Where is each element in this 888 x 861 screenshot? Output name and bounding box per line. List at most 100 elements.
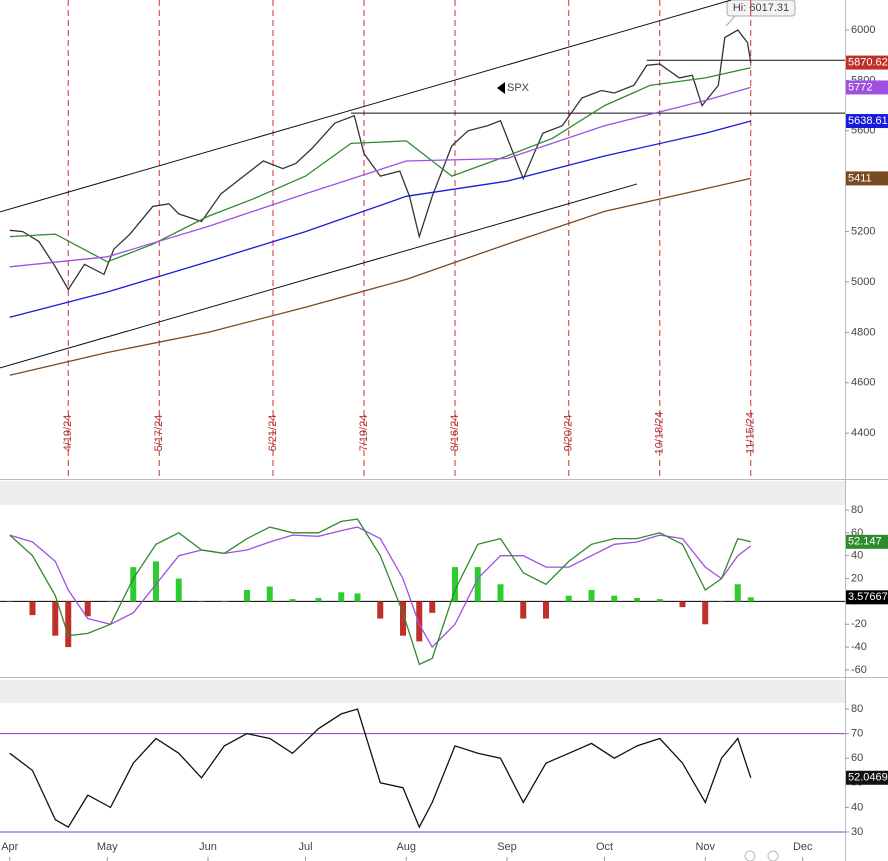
histogram-bar (315, 597, 322, 602)
value-badge (846, 80, 888, 95)
value-badge (846, 55, 888, 70)
histogram-bar (747, 597, 754, 602)
histogram-bar (679, 601, 686, 608)
event-label: 7/19/24 (358, 415, 370, 452)
symbol-label: SPX (507, 82, 530, 94)
histogram-bar (429, 601, 436, 613)
y-tick-label: 20 (851, 572, 863, 584)
histogram-bar (377, 601, 384, 619)
histogram-bar (702, 601, 709, 625)
value-badge (846, 114, 888, 129)
high-label: Hi: 6017.31 (733, 2, 789, 14)
y-tick-label: 60 (851, 752, 863, 764)
histogram-bar (289, 599, 296, 602)
series-line (9, 177, 751, 376)
series-line (9, 120, 751, 318)
x-tick-label: Sep (497, 841, 517, 853)
x-tick-label: Jul (298, 841, 312, 853)
series-line (9, 29, 752, 291)
y-tick-label: 4400 (851, 427, 875, 439)
value-badge-label: 3.57667 (848, 591, 888, 603)
y-tick-label: 4800 (851, 326, 875, 338)
value-badge-label: 5411 (848, 172, 872, 184)
histogram-bar (266, 586, 273, 602)
histogram-bar (634, 597, 640, 602)
series-line (9, 518, 751, 666)
x-tick-label: May (97, 841, 118, 853)
histogram-bar (198, 601, 205, 602)
histogram-bar (338, 592, 345, 602)
histogram-bar (588, 589, 595, 602)
x-tick-label: Nov (695, 841, 715, 853)
value-badge (846, 770, 888, 785)
y-tick-label: 40 (851, 550, 863, 562)
histogram-bar (354, 593, 361, 602)
histogram-bar (52, 601, 59, 636)
histogram-bar (175, 578, 182, 602)
histogram-bar (656, 599, 663, 602)
y-tick-label: 40 (851, 801, 863, 813)
event-label: 6/21/24 (267, 415, 279, 452)
value-badge-label: 5638.61 (848, 115, 888, 127)
x-tick-label: Dec (793, 841, 813, 853)
event-label: 10/18/24 (654, 412, 666, 455)
value-badge (846, 590, 888, 605)
high-callout-pointer (725, 15, 736, 27)
tool-icon[interactable] (767, 850, 779, 861)
event-label: 9/20/24 (563, 415, 575, 452)
y-tick-label: 70 (851, 728, 863, 740)
y-tick-label: -20 (851, 618, 867, 630)
event-label: 4/19/24 (62, 415, 74, 452)
event-label: 8/16/24 (449, 415, 461, 452)
y-tick-label: 5200 (851, 225, 875, 237)
y-tick-label: 6000 (851, 24, 875, 36)
histogram-bar (474, 567, 481, 602)
event-label: 11/15/24 (745, 412, 757, 454)
histogram-bar (400, 601, 406, 636)
panel-header (0, 680, 845, 703)
value-badge-label: 52.147 (848, 536, 882, 548)
y-tick-label: 80 (851, 504, 863, 516)
histogram-bar (153, 561, 159, 602)
histogram-bar (29, 601, 36, 616)
y-tick-label: -60 (851, 664, 867, 676)
trend-line (0, 183, 638, 369)
y-tick-label: 30 (851, 826, 863, 838)
x-tick-label: Apr (1, 841, 18, 853)
histogram-bar (6, 601, 13, 602)
histogram-bar (452, 567, 458, 602)
event-label: 5/17/24 (153, 415, 165, 452)
panel-header (0, 481, 845, 505)
value-badge-label: 5772 (848, 81, 872, 93)
histogram-bar (611, 595, 618, 602)
y-tick-label: 4600 (851, 377, 875, 389)
series-line (9, 67, 751, 263)
value-badge (846, 171, 888, 186)
series-line (9, 86, 751, 268)
x-tick-label: Jun (199, 841, 217, 853)
histogram-bar (416, 601, 423, 642)
histogram-bar (65, 601, 72, 648)
value-badge (846, 534, 888, 549)
histogram-bar (734, 584, 741, 602)
histogram-bar (497, 584, 504, 602)
histogram-bar (718, 601, 725, 602)
y-tick-label: 5000 (851, 276, 875, 288)
value-badge-label: 52.0469 (848, 772, 888, 784)
histogram-bar (107, 601, 114, 602)
symbol-marker (497, 82, 505, 94)
histogram-bar (520, 601, 527, 619)
histogram-bar (84, 601, 91, 617)
histogram-bar (543, 601, 549, 619)
tool-icon[interactable] (744, 850, 756, 861)
histogram-bar (130, 567, 137, 602)
high-callout (726, 0, 796, 17)
trend-line (0, 0, 732, 213)
histogram-bar (565, 595, 572, 602)
series-line (9, 526, 752, 649)
x-tick-label: Aug (396, 841, 416, 853)
histogram-bar (244, 589, 250, 602)
value-badge-label: 5870.62 (848, 56, 888, 68)
